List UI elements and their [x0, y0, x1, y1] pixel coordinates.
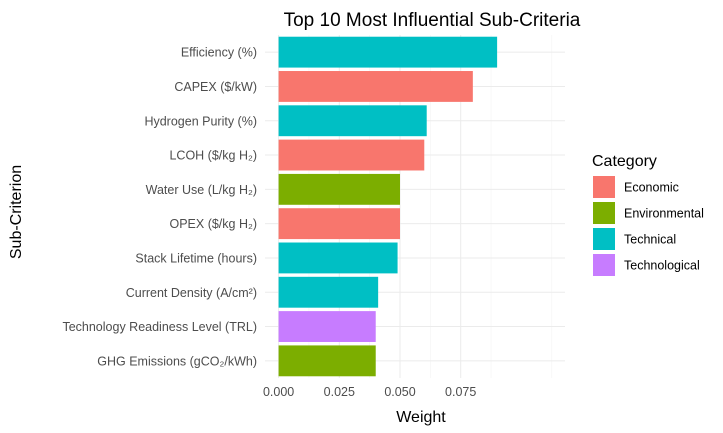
y-tick-label: Technology Readiness Level (TRL) [62, 320, 257, 334]
bar [278, 345, 376, 377]
legend-swatch [593, 202, 615, 224]
bar [278, 71, 473, 102]
y-tick-label: Water Use (L/kg H₂) [146, 183, 257, 197]
bar [278, 36, 498, 68]
legend-swatch [593, 254, 615, 276]
legend-label: Environmental [624, 207, 704, 221]
y-tick-label: LCOH ($/kg H₂) [169, 149, 257, 163]
legend-title: Category [592, 153, 657, 170]
x-tick-label: 0.025 [324, 385, 355, 399]
x-tick-label: 0.050 [384, 385, 415, 399]
bar [278, 208, 400, 240]
legend-label: Economic [624, 181, 679, 195]
bar [278, 173, 400, 205]
y-tick-label: GHG Emissions (gCO₂/kWh) [97, 354, 257, 368]
bar [278, 276, 379, 308]
y-tick-label: Stack Lifetime (hours) [135, 251, 257, 265]
y-tick-label: Hydrogen Purity (%) [144, 114, 257, 128]
x-tick-label: 0.075 [445, 385, 476, 399]
x-tick-label: 0.000 [263, 385, 294, 399]
chart-title: Top 10 Most Influential Sub-Criteria [284, 10, 581, 31]
y-axis-title: Sub-Criterion [8, 165, 25, 259]
legend-swatch [593, 228, 615, 250]
y-tick-label: CAPEX ($/kW) [174, 80, 257, 94]
y-tick-label: OPEX ($/kg H₂) [169, 217, 257, 231]
x-tick-labels: 0.000 0.025 0.050 0.075 [263, 385, 476, 399]
legend-swatch [593, 176, 615, 198]
x-axis-title: Weight [396, 409, 446, 426]
bar [278, 139, 425, 171]
legend-label: Technical [624, 233, 676, 247]
bar [278, 242, 398, 274]
bar [278, 311, 376, 342]
y-tick-label: Current Density (A/cm²) [126, 286, 257, 300]
bar [278, 105, 427, 137]
legend: Category Economic Environmental Technical T… [592, 153, 704, 276]
y-tick-labels: Efficiency (%) CAPEX ($/kW) Hydrogen Purit… [62, 46, 257, 369]
legend-label: Technological [624, 259, 700, 273]
bars [278, 36, 498, 377]
y-tick-label: Efficiency (%) [181, 46, 257, 60]
